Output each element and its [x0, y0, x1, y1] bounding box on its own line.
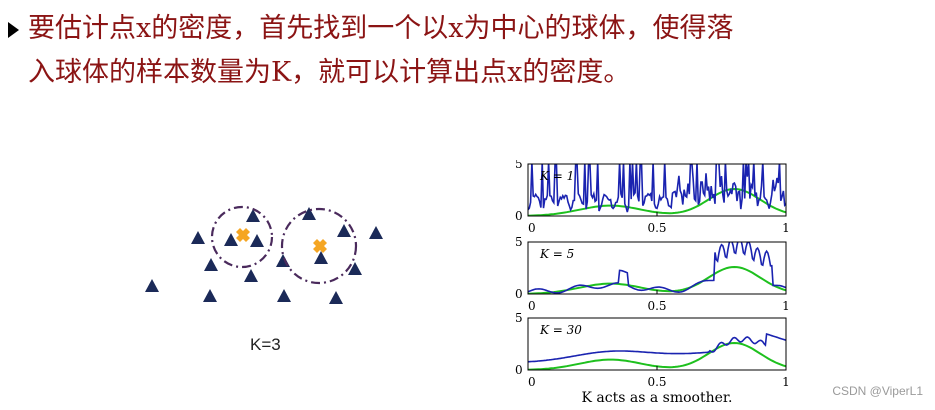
x-tick-label: 0 — [528, 221, 536, 235]
knn-estimate-curve — [528, 332, 786, 363]
x-tick-label: 0 — [528, 299, 536, 313]
bullet-arrow-icon — [8, 22, 19, 38]
sample-triangle — [277, 289, 291, 302]
watermark: CSDN @ViperL1 — [832, 384, 923, 398]
x-tick-label: 0.5 — [647, 299, 666, 313]
x-tick-label: 1 — [782, 221, 790, 235]
y-tick-label: 0 — [515, 363, 523, 377]
sample-triangle — [250, 234, 264, 247]
smoother-panel: 5 00 0.5 1 K = 5 — [515, 235, 790, 313]
paragraph-line-2: 入球体的样本数量为K，就可以计算出点x的密度。 — [28, 57, 631, 88]
sample-triangle — [246, 209, 260, 222]
sample-triangle — [314, 251, 328, 264]
y-tick-label: 5 — [515, 160, 523, 171]
sample-triangle — [191, 231, 205, 244]
sample-triangle — [203, 289, 217, 302]
knn-estimate-curve — [528, 242, 786, 294]
k-label: K=3 — [250, 335, 281, 354]
figure-caption: K acts as a smoother. — [582, 390, 733, 405]
knn-estimate-curve — [528, 164, 786, 213]
x-tick-label: 0.5 — [647, 375, 666, 389]
sample-triangle — [224, 233, 238, 246]
true-density-curve — [528, 341, 786, 370]
sample-triangle — [337, 224, 351, 237]
sample-triangle — [369, 226, 383, 239]
query-point-right — [313, 239, 327, 253]
sample-triangle — [204, 258, 218, 271]
knn-illustration: K=3 — [145, 205, 383, 354]
neighborhood-circle-left — [210, 205, 274, 269]
sample-points — [145, 207, 383, 304]
y-tick-label: 5 — [515, 311, 523, 325]
panel-k-label: K = 1 — [539, 169, 574, 183]
neighborhood-circle-right — [280, 207, 358, 285]
panel-k-label: K = 30 — [539, 323, 582, 337]
sample-triangle — [348, 262, 362, 275]
sample-triangle — [302, 207, 316, 220]
paragraph-line-1: 要估计点x的密度，首先找到一个以x为中心的球体，使得落 — [28, 13, 734, 44]
true-density-curve — [528, 187, 786, 216]
sample-triangle — [329, 291, 343, 304]
y-tick-label: 0 — [515, 287, 523, 301]
sample-triangle — [244, 269, 258, 282]
x-tick-label: 1 — [782, 299, 790, 313]
query-point-left — [236, 228, 250, 242]
smoother-panel: 5 00 0.5 1 K = 1 — [515, 160, 790, 235]
sample-triangle — [145, 279, 159, 292]
x-tick-label: 1 — [782, 375, 790, 389]
smoother-panel: 5 00 0.5 1 K = 30 — [515, 311, 790, 389]
panel-k-label: K = 5 — [539, 247, 574, 261]
y-tick-label: 5 — [515, 235, 523, 249]
x-tick-label: 0.5 — [647, 221, 666, 235]
y-tick-label: 0 — [515, 209, 523, 223]
x-tick-label: 0 — [528, 375, 536, 389]
